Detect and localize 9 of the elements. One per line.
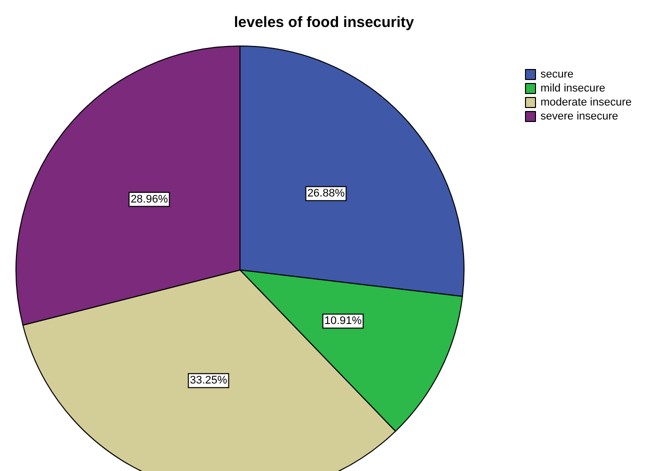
data-label: 33.25% [190,374,228,387]
data-label: 28.96% [130,193,168,206]
data-label: 10.91% [324,315,362,328]
legend-label: moderate insecure [540,96,632,108]
legend-label: secure [540,68,574,80]
chart-title: leveles of food insecurity [234,14,415,31]
legend-label: mild insecure [540,82,606,94]
legend-label: severe insecure [540,110,618,122]
data-label: 26.88% [307,188,345,200]
